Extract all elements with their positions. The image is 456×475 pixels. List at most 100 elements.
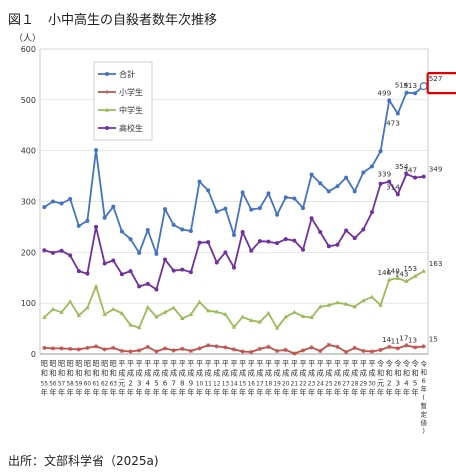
data-point xyxy=(188,311,194,316)
data-point xyxy=(395,192,400,197)
data-point xyxy=(145,281,150,286)
data-point xyxy=(145,227,150,232)
data-point xyxy=(352,236,357,241)
data-point xyxy=(76,269,81,274)
data-point xyxy=(283,195,288,200)
data-point xyxy=(154,314,159,319)
data-point xyxy=(180,316,185,321)
legend-marker xyxy=(104,107,110,112)
y-tick-label: 600 xyxy=(21,45,36,54)
data-point xyxy=(85,271,90,276)
data-point xyxy=(128,322,133,327)
data-point xyxy=(309,216,314,221)
data-point xyxy=(275,241,280,246)
data-point xyxy=(395,111,400,116)
x-tick-label: 平成 10 年 xyxy=(196,359,204,397)
data-point xyxy=(421,174,426,179)
legend-marker xyxy=(105,126,109,130)
data-point xyxy=(395,346,401,351)
data-point xyxy=(274,325,280,330)
data-point xyxy=(128,269,133,274)
x-tick-label: 平成 6 年 xyxy=(161,359,168,397)
data-point xyxy=(162,346,168,351)
data-point xyxy=(76,347,81,352)
data-point xyxy=(240,349,245,354)
data-point xyxy=(421,268,426,273)
data-point xyxy=(369,164,374,169)
data-label: 514 xyxy=(395,81,409,90)
y-tick-label: 500 xyxy=(21,96,36,105)
data-point xyxy=(94,148,99,153)
x-tick-label: 昭和 55 年 xyxy=(41,359,49,397)
data-point xyxy=(309,345,314,350)
x-tick-label: 昭和 57 年 xyxy=(58,359,66,397)
y-axis-unit: （人） xyxy=(14,33,41,44)
data-point xyxy=(180,227,185,232)
data-point xyxy=(119,229,124,234)
data-point xyxy=(171,268,176,273)
legend-label: 合計 xyxy=(119,69,135,79)
source-note: 出所：文部科学省（2025a) xyxy=(8,454,159,468)
data-point xyxy=(85,218,90,223)
data-point xyxy=(50,250,55,255)
data-point xyxy=(180,267,185,272)
x-tick-label: 令和 2 年 xyxy=(386,359,393,397)
data-point xyxy=(68,196,73,201)
x-tick-label: 平成 11 年 xyxy=(204,359,212,397)
x-tick-label: 昭和 56 年 xyxy=(49,359,57,397)
data-point xyxy=(163,207,168,212)
legend-label: 高校生 xyxy=(119,123,143,133)
data-point xyxy=(344,175,349,180)
x-tick-label: 平成 8 年 xyxy=(179,359,186,397)
data-point xyxy=(343,301,349,306)
data-point xyxy=(361,348,366,354)
data-point xyxy=(171,305,176,310)
data-point xyxy=(119,348,125,354)
data-point xyxy=(197,240,202,245)
data-point xyxy=(214,344,219,349)
data-point xyxy=(171,348,176,353)
data-point xyxy=(421,344,426,349)
legend-label: 中学生 xyxy=(119,105,143,115)
data-point xyxy=(206,240,211,245)
data-point xyxy=(111,258,116,263)
x-tick-label: 昭和 59 年 xyxy=(75,359,83,397)
data-point xyxy=(326,342,332,348)
data-point xyxy=(137,284,142,289)
x-tick-label: 令和元年 xyxy=(377,359,384,397)
x-tick-label: 平成 2 年 xyxy=(127,359,134,397)
data-point xyxy=(283,347,288,353)
data-label: 347 xyxy=(403,166,417,175)
data-point xyxy=(413,175,418,180)
data-point xyxy=(335,344,340,350)
highlighted-point xyxy=(419,82,428,91)
data-point xyxy=(137,250,142,255)
data-point xyxy=(59,346,64,351)
x-tick-label: 昭和 60 年 xyxy=(84,359,92,397)
data-point xyxy=(163,257,168,262)
legend-box xyxy=(93,61,153,141)
data-point xyxy=(283,314,288,319)
data-point xyxy=(352,304,357,309)
data-point xyxy=(274,348,280,354)
figure-title: 図１ 小中高生の自殺者数年次推移 xyxy=(8,9,217,28)
x-tick-label: 平成 27 年 xyxy=(342,359,350,397)
data-point xyxy=(369,294,375,299)
data-point xyxy=(119,310,125,315)
data-point xyxy=(154,287,159,292)
data-point xyxy=(387,179,392,184)
figure-title-text: 小中高生の自殺者数年次推移 xyxy=(48,13,218,28)
data-point xyxy=(275,212,280,217)
data-point xyxy=(223,345,228,350)
data-point xyxy=(59,309,64,314)
legend-marker xyxy=(105,72,109,76)
data-point xyxy=(94,224,99,229)
x-tick-label: 平成 4 年 xyxy=(144,359,151,397)
data-point xyxy=(387,344,392,350)
data-point xyxy=(395,275,401,280)
data-label: 527 xyxy=(429,74,443,83)
data-point xyxy=(326,302,332,307)
data-point xyxy=(335,300,340,305)
data-point xyxy=(85,305,90,310)
